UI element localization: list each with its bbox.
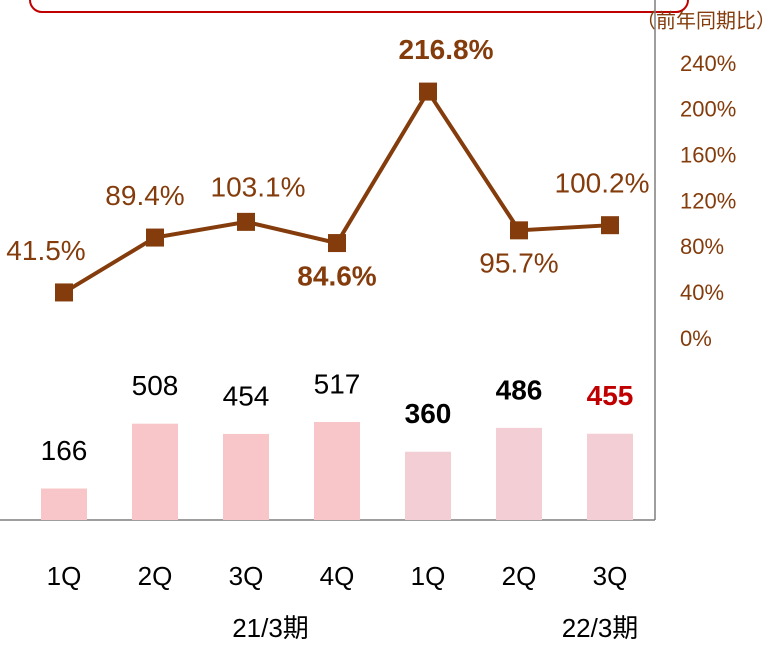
y2-tick-label: 120%	[680, 188, 736, 213]
bar	[132, 423, 178, 520]
line-marker	[510, 221, 528, 240]
line-marker	[55, 283, 73, 302]
bar-value-label: 517	[314, 368, 361, 399]
y2-tick-label: 40%	[680, 280, 724, 305]
bar-value-label: 486	[496, 374, 543, 405]
bar	[405, 451, 451, 520]
header-frame	[29, 0, 689, 13]
line-value-label: 84.6%	[297, 260, 376, 291]
line-marker	[419, 82, 437, 101]
bar-value-label: 454	[223, 380, 270, 411]
y2-tick-label: 160%	[680, 142, 736, 167]
line-value-label: 216.8%	[399, 34, 494, 65]
x-tick-label: 1Q	[47, 561, 82, 591]
y2-tick-label: 0%	[680, 326, 712, 351]
line-marker	[237, 212, 255, 231]
bar	[587, 433, 633, 520]
line-value-label: 89.4%	[105, 180, 184, 211]
y2-tick-label: 80%	[680, 234, 724, 259]
bar-value-label: 166	[41, 435, 88, 466]
line-marker	[328, 234, 346, 253]
line-value-label: 100.2%	[555, 168, 650, 199]
x-tick-label: 3Q	[593, 561, 628, 591]
bar	[41, 488, 87, 520]
x-tick-label: 2Q	[138, 561, 173, 591]
bar	[496, 427, 542, 520]
x-tick-label: 1Q	[411, 561, 446, 591]
y2-tick-label: 200%	[680, 97, 736, 122]
x-tick-label: 2Q	[502, 561, 537, 591]
bar	[314, 421, 360, 520]
line-value-label: 95.7%	[479, 248, 558, 279]
x-tick-label: 3Q	[229, 561, 264, 591]
group-label: 21/3期	[232, 613, 309, 643]
bar	[223, 433, 269, 520]
line-marker	[146, 228, 164, 247]
y2-axis-title: （前年同期比）	[636, 9, 767, 32]
x-tick-label: 4Q	[320, 561, 355, 591]
bar-value-label: 455	[587, 380, 634, 411]
line-marker	[601, 216, 619, 235]
y2-tick-label: 240%	[680, 51, 736, 76]
line-value-label: 103.1%	[211, 171, 306, 202]
line-value-label: 41.5%	[6, 235, 85, 266]
group-label: 22/3期	[562, 613, 639, 643]
bar-value-label: 508	[132, 370, 179, 401]
bar-value-label: 360	[405, 398, 452, 429]
